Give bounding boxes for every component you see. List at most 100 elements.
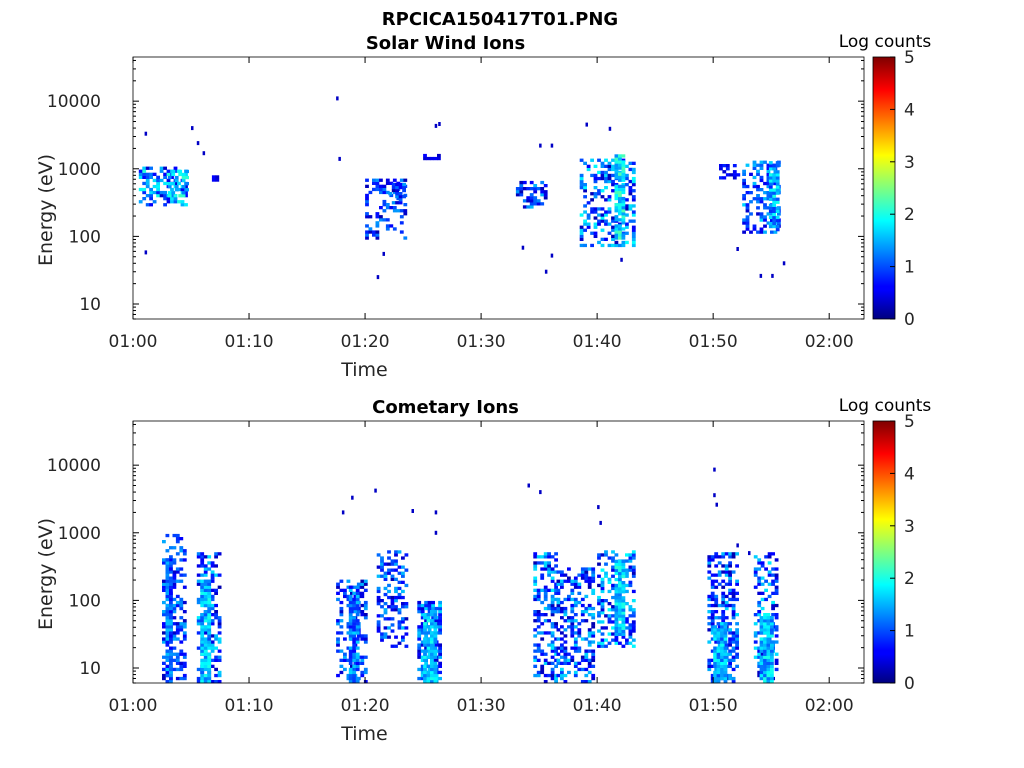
data-bin [625,207,629,211]
data-bin [583,161,587,165]
data-bin [631,198,636,202]
data-bin [536,616,541,620]
data-bin [426,613,431,617]
data-bin [723,655,728,659]
data-bin [200,622,205,626]
data-bin [182,622,187,626]
data-bin [600,599,605,603]
data-bin [368,230,373,234]
data-bin [433,156,438,161]
y-tick-label: 100 [69,591,101,611]
data-bin [515,187,520,191]
data-bin [742,218,746,222]
data-bin [165,649,170,653]
data-bin [210,643,215,647]
data-bin [210,634,215,638]
data-bin [742,172,746,176]
data-bin [355,646,360,650]
data-bin [519,190,524,194]
data-bin [625,589,629,594]
data-bin [567,661,571,665]
data-bin [607,164,612,168]
data-bin [217,649,222,653]
data-bin [336,631,340,635]
data-bin [618,187,622,192]
data-bin [775,206,780,210]
data-bin [536,643,541,647]
data-bin [165,594,170,599]
data-bin [745,184,750,189]
data-bin [196,622,201,626]
data-bin [772,209,777,213]
x-tick-label: 01:10 [225,696,274,716]
data-bin [363,603,368,608]
data-bin [379,218,383,222]
data-bin [586,222,591,226]
data-bin [403,236,408,240]
data-bin [196,552,201,556]
data-bin [375,221,380,225]
data-bin [355,667,360,672]
data-bin [621,233,626,237]
data-bin [420,622,425,626]
data-bin [438,606,442,611]
data-bin [165,664,170,668]
data-bin [714,603,719,608]
data-bin [720,655,724,659]
data-point [376,275,380,280]
data-point [521,245,525,250]
data-bin [713,670,717,675]
data-bin [389,206,394,210]
data-bin [207,597,212,602]
data-bin [621,183,626,187]
data-bin [580,680,585,684]
data-bin [749,172,753,176]
data-bin [731,610,736,614]
data-bin [165,582,170,586]
data-bin [169,676,173,681]
data-bin [200,680,205,684]
data-bin [587,634,592,638]
data-bin [720,652,724,656]
data-bin [570,597,575,602]
data-bin [365,196,369,201]
data-bin [430,655,434,659]
data-bin [560,676,564,681]
data-bin [757,567,762,571]
data-bin [710,625,715,629]
data-bin [614,215,619,219]
colorbar-tick-label: 1 [904,258,915,278]
data-point [434,123,438,128]
plot-area [133,57,864,319]
data-bin [214,637,218,641]
data-bin [363,655,368,659]
data-bin [547,603,551,608]
data-bin [593,225,598,229]
data-bin [217,640,222,644]
data-bin [607,167,612,172]
data-bin [618,611,622,615]
data-bin [768,176,773,180]
data-bin [433,637,438,641]
data-bin [721,603,726,608]
data-bin [438,664,442,668]
data-bin [363,634,368,638]
data-bin [142,190,147,195]
data-bin [770,680,774,684]
data-bin [556,652,561,656]
data-bin [203,676,208,681]
data-bin [590,207,594,211]
data-bin [200,619,205,623]
data-bin [543,555,548,559]
data-bin [210,573,215,577]
data-bin [217,616,222,620]
data-bin [433,616,438,620]
data-bin [587,661,592,665]
data-bin [420,631,425,635]
data-bin [764,567,768,571]
data-bin [543,190,548,194]
data-bin [162,640,166,644]
data-bin [757,646,762,650]
data-bin [360,603,365,608]
data-bin [597,158,601,162]
